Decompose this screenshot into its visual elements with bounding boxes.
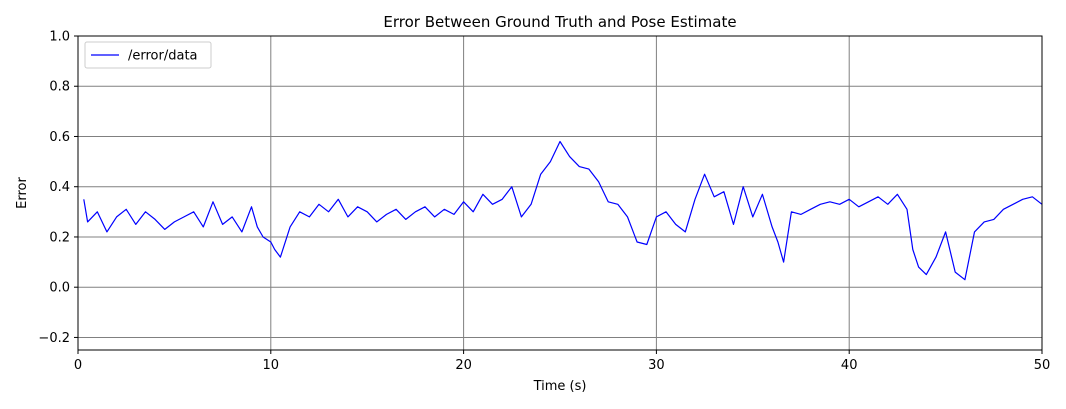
legend-label: /error/data bbox=[128, 49, 198, 64]
chart-title: Error Between Ground Truth and Pose Esti… bbox=[383, 13, 736, 31]
y-tick-label: 0.0 bbox=[49, 281, 70, 296]
y-tick-label: 0.2 bbox=[49, 230, 70, 245]
plot-frame bbox=[77, 35, 1043, 351]
y-tick-label: 0.4 bbox=[49, 180, 70, 195]
legend-box bbox=[84, 41, 212, 69]
legend: /error/data bbox=[84, 41, 212, 69]
x-tick-label: 10 bbox=[263, 358, 280, 373]
x-tick-label: 20 bbox=[455, 358, 472, 373]
axis-ticks: 0 10 20 30 40 50 −0.2 0.0 0.2 0.4 0.6 0.8 1.0 bbox=[38, 30, 1050, 374]
x-tick-label: 50 bbox=[1034, 358, 1051, 373]
grid-lines bbox=[78, 36, 1042, 350]
x-tick-label: 0 bbox=[74, 358, 82, 373]
plot-area bbox=[78, 36, 1042, 350]
series-layer bbox=[83, 140, 1043, 281]
series-line-error-data bbox=[83, 140, 1043, 281]
x-tick-label: 30 bbox=[648, 358, 665, 373]
y-tick-label: −0.2 bbox=[38, 331, 70, 346]
y-tick-label: 0.6 bbox=[49, 130, 70, 145]
y-axis-label: Error bbox=[15, 177, 30, 209]
x-tick-label: 40 bbox=[841, 358, 858, 373]
y-tick-label: 0.8 bbox=[49, 80, 70, 95]
y-tick-label: 1.0 bbox=[49, 30, 70, 45]
x-axis-label: Time (s) bbox=[533, 379, 587, 394]
